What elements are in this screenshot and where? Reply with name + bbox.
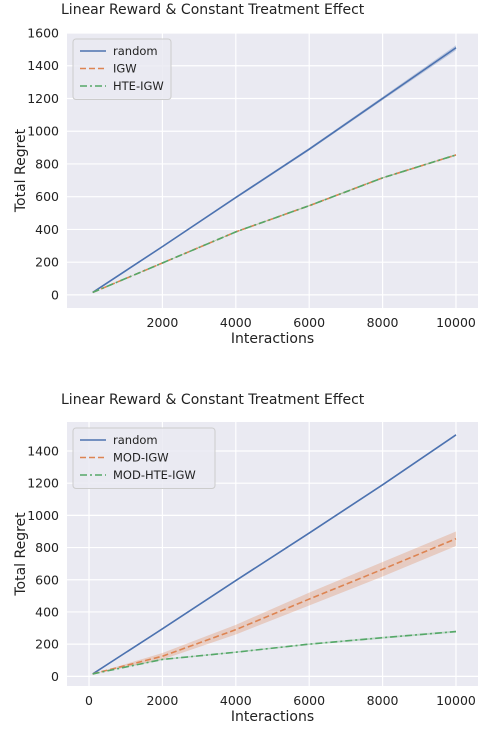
series-line-random bbox=[92, 47, 457, 294]
x-tick-label: 6000 bbox=[293, 315, 325, 330]
chart-title: Linear Reward & Constant Treatment Effec… bbox=[61, 392, 365, 408]
y-tick-label: 1200 bbox=[27, 91, 59, 106]
y-tick-label: 1400 bbox=[27, 443, 59, 458]
chart-top: Linear Reward & Constant Treatment Effec… bbox=[13, 2, 478, 347]
y-tick-label: 200 bbox=[35, 255, 59, 270]
series-line-hte-igw bbox=[92, 154, 457, 294]
y-tick-label: 1600 bbox=[27, 26, 59, 41]
y-tick-label: 800 bbox=[35, 540, 59, 555]
legend-box bbox=[72, 38, 172, 100]
y-tick-label: 0 bbox=[51, 287, 59, 302]
x-tick-label: 4000 bbox=[220, 693, 252, 708]
x-tick-label: 0 bbox=[85, 693, 93, 708]
legend-box bbox=[72, 427, 216, 489]
y-tick-label: 800 bbox=[35, 156, 59, 171]
x-tick-label: 2000 bbox=[147, 693, 179, 708]
legend-label: MOD-IGW bbox=[113, 451, 169, 465]
legend-label: IGW bbox=[113, 62, 137, 76]
x-tick-label: 10000 bbox=[436, 315, 476, 330]
y-tick-label: 1400 bbox=[27, 58, 59, 73]
legend-label: random bbox=[113, 44, 158, 58]
x-tick-label: 10000 bbox=[436, 693, 476, 708]
series-line-mod-hte-igw bbox=[92, 630, 457, 675]
y-tick-label: 1000 bbox=[27, 124, 59, 139]
x-tick-label: 2000 bbox=[147, 315, 179, 330]
legend-label: HTE-IGW bbox=[113, 79, 164, 93]
y-tick-label: 1000 bbox=[27, 508, 59, 523]
legend-label: random bbox=[113, 433, 158, 447]
y-tick-label: 200 bbox=[35, 637, 59, 652]
x-tick-label: 6000 bbox=[293, 693, 325, 708]
y-axis-label: Total Regret bbox=[13, 128, 29, 213]
x-tick-label: 8000 bbox=[367, 693, 399, 708]
y-tick-label: 600 bbox=[35, 189, 59, 204]
chart-title: Linear Reward & Constant Treatment Effec… bbox=[61, 2, 365, 18]
y-axis-label: Total Regret bbox=[13, 512, 29, 597]
y-tick-label: 1200 bbox=[27, 476, 59, 491]
x-axis-label: Interactions bbox=[231, 331, 314, 347]
legend-label: MOD-HTE-IGW bbox=[113, 468, 196, 482]
y-tick-label: 0 bbox=[51, 669, 59, 684]
series-line-random bbox=[92, 434, 457, 675]
chart-bottom: Linear Reward & Constant Treatment Effec… bbox=[13, 392, 478, 725]
series-line-mod-igw bbox=[92, 537, 457, 675]
x-tick-label: 4000 bbox=[220, 315, 252, 330]
x-axis-label: Interactions bbox=[231, 709, 314, 725]
y-tick-label: 600 bbox=[35, 572, 59, 587]
y-tick-label: 400 bbox=[35, 604, 59, 619]
x-tick-label: 8000 bbox=[367, 315, 399, 330]
series-band-mod-hte-igw bbox=[92, 630, 456, 674]
y-tick-label: 400 bbox=[35, 222, 59, 237]
